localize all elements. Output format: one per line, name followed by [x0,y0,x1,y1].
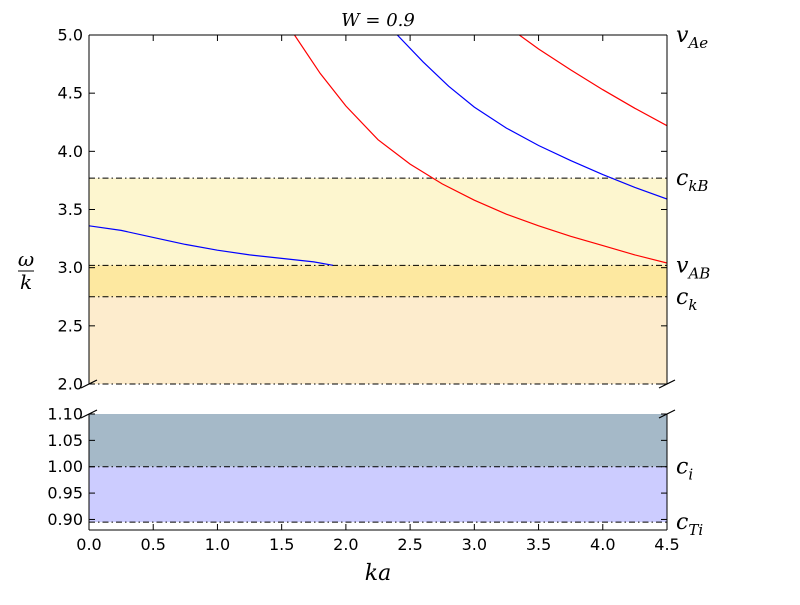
lower-y-tick-label: 1.00 [47,457,83,476]
x-tick-label: 3.0 [462,535,487,554]
x-axis: 0.0 0.5 1.0 1.5 2.0 2.5 3.0 3.5 4.0 4.5 [76,35,680,554]
axis-break-mark-4 [658,409,676,419]
ref-label-v_Ae: vAe [676,23,708,52]
band-ck-bottom [89,296,667,384]
x-tick-label: 3.5 [526,535,551,554]
ref-label-c_kB: ckB [676,166,708,195]
series-line-1 [89,225,334,266]
series-line-3 [396,35,667,200]
y-axis-label-numerator: ω [18,247,34,271]
x-tick-label: 1.5 [269,535,294,554]
upper-panel: 2.0 2.5 3.0 3.5 4.0 4.5 5.0 [58,26,668,394]
chart-title: W = 0.9 [341,10,415,31]
lower-y-tick-label: 0.90 [47,510,83,529]
series-line-2 [294,35,667,264]
ref-label-c_Ti: cTi [676,510,703,539]
axis-break-mark-2 [658,379,676,389]
upper-y-tick-label: 4.0 [58,142,83,161]
y-axis-label-denominator: k [20,270,32,294]
band-ci-cTi [89,466,667,523]
lower-y-tick-label: 1.10 [47,405,83,424]
x-tick-label: 2.5 [397,535,422,554]
axis-break-mark-1 [80,379,98,389]
x-tick-label: 2.0 [333,535,358,554]
x-tick-label: 4.5 [654,535,679,554]
x-tick-label: 0.0 [76,535,101,554]
band-ckB-vAB [89,178,667,266]
x-tick-label: 0.5 [140,535,165,554]
lower-y-tick-label: 0.95 [47,484,83,503]
upper-y-tick-label: 2.5 [58,316,83,335]
ref-label-c_i: ci [676,455,693,484]
upper-y-tick-label: 3.5 [58,200,83,219]
ref-label-c_k: ck [676,285,697,314]
x-axis-label: ka [365,561,391,586]
band-vAB-ck [89,265,667,297]
lower-y-tick-label: 1.05 [47,431,83,450]
x-tick-label: 1.0 [205,535,230,554]
labels-group: vAe ckB vAB ck ci cTi W = 0.9 ka ωk [18,10,710,586]
upper-y-tick-label: 5.0 [58,26,83,45]
series-line-4 [518,35,667,127]
upper-y-tick-label: 3.0 [58,258,83,277]
ref-label-v_AB: vAB [676,253,710,282]
upper-y-tick-label: 4.5 [58,84,83,103]
band-lower-top [89,414,667,467]
upper-y-tick-label: 2.0 [58,375,83,394]
x-tick-label: 4.0 [590,535,615,554]
axis-break-mark-3 [80,409,98,419]
lower-panel: 0.90 0.95 1.00 1.05 1.10 [47,405,668,531]
